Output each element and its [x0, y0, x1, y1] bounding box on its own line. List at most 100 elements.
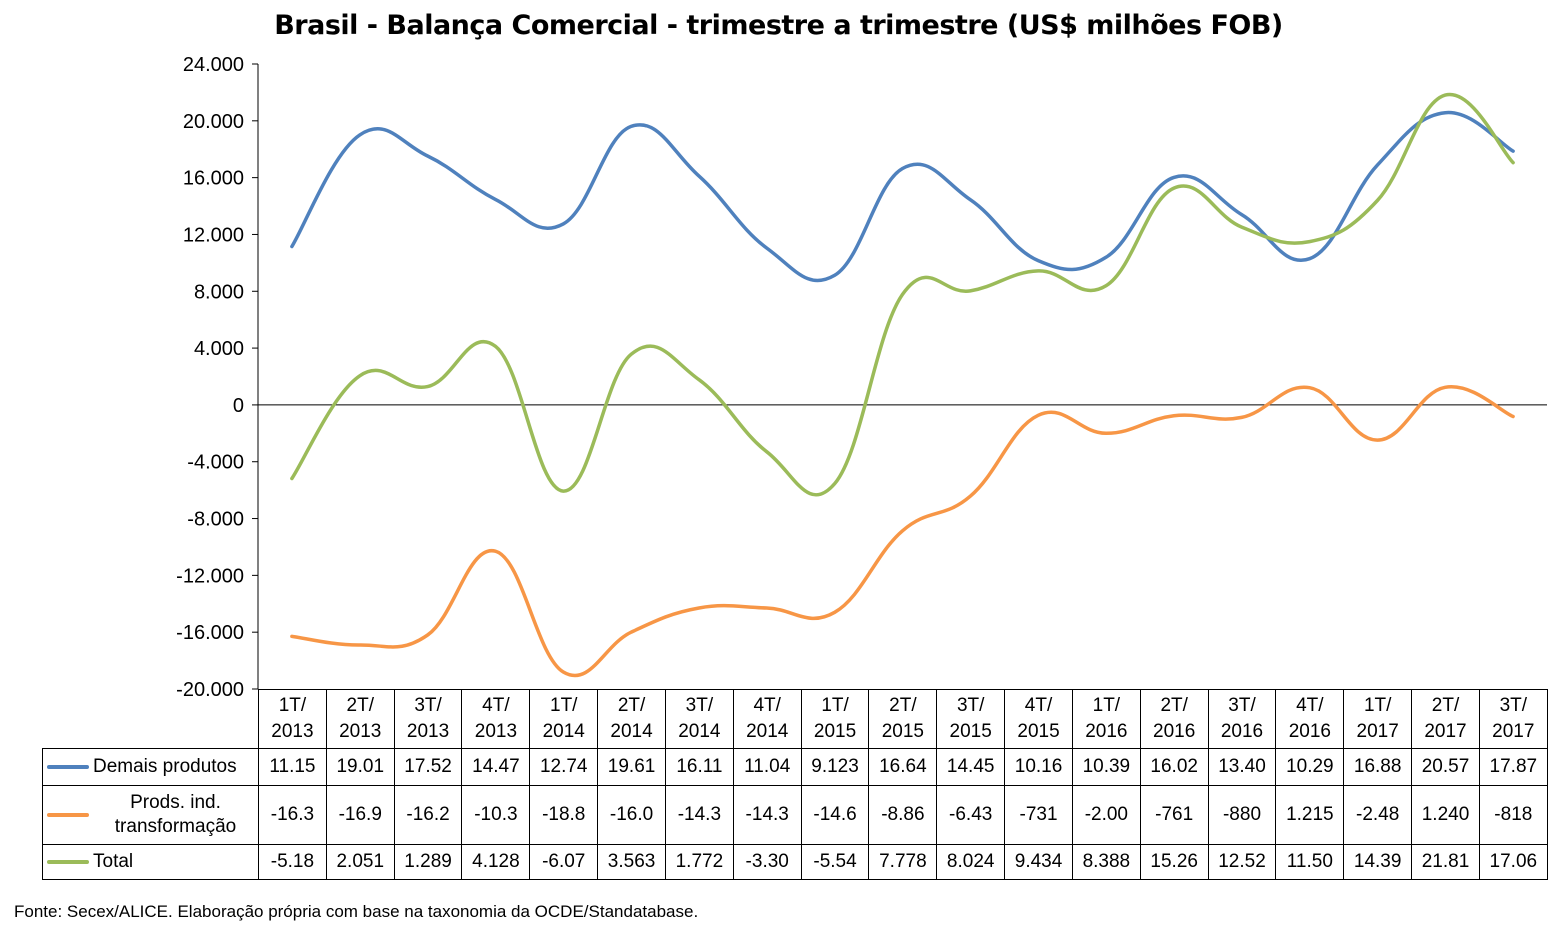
x-tick-label: 3T/2014 [664, 689, 734, 749]
y-tick-label: 0 [233, 395, 244, 417]
x-tick-year: 2013 [339, 721, 382, 742]
x-tick-year: 2013 [406, 721, 450, 742]
data-label-demais-produtos: 16.11 [664, 748, 734, 786]
data-label-prods-ind-transformacao: -14.3 [664, 785, 734, 845]
x-tick-label: 1T/2015 [800, 689, 870, 749]
y-tick-label: 24.000 [183, 54, 244, 76]
data-label-prods-ind-transformacao: -18.8 [529, 785, 599, 845]
data-label-total: 3.563 [597, 844, 666, 880]
x-tick-year: 2016 [1220, 721, 1264, 742]
x-tick-year: 2015 [949, 721, 992, 742]
data-label-total: 14.39 [1343, 844, 1413, 880]
y-tick-label: -4.000 [187, 452, 244, 474]
axis-layer: 24.000 20.000 16.000 12.000 8.000 4.000 0 -4.00… [176, 54, 1547, 701]
x-tick-label: 1T/2016 [1071, 689, 1141, 749]
x-tick-year: 2017 [1492, 721, 1535, 742]
data-label-total: 2.051 [325, 844, 395, 880]
x-tick-year: 2013 [271, 721, 314, 742]
legend-item-total: Total [42, 844, 259, 880]
data-label-total: 1.772 [664, 844, 734, 880]
x-tick-year: 2017 [1424, 721, 1467, 742]
x-tick-label: 2T/2017 [1411, 689, 1480, 749]
data-label-prods-ind-transformacao: -880 [1207, 785, 1277, 845]
x-tick-year: 2014 [678, 721, 721, 742]
data-label-demais-produtos: 10.29 [1275, 748, 1345, 786]
data-table: 1T/2013 2T/2013 3T/2013 4T/2013 1T/2014 2T/20… [42, 689, 1548, 880]
data-label-prods-ind-transformacao: -16.3 [258, 785, 327, 845]
data-label-total: 12.52 [1207, 844, 1277, 880]
table-corner-cell [42, 689, 259, 749]
x-tick-label: 1T/2013 [258, 689, 327, 749]
data-label-total: 17.06 [1478, 844, 1548, 880]
x-tick-year: 2014 [746, 721, 789, 742]
data-label-demais-produtos: 20.57 [1411, 748, 1480, 786]
data-label-prods-ind-transformacao: 1.240 [1411, 785, 1480, 845]
x-tick-year: 2015 [1017, 721, 1060, 742]
data-label-demais-produtos: 16.88 [1343, 748, 1413, 786]
legend-label-total: Total [93, 851, 134, 872]
x-tick-label: 2T/2016 [1139, 689, 1209, 749]
x-tick-year: 2017 [1356, 721, 1399, 742]
data-label-demais-produtos: 17.87 [1478, 748, 1548, 786]
y-tick-label: 20.000 [183, 111, 244, 133]
series-line-total [290, 92, 1515, 497]
x-tick-year: 2013 [474, 721, 518, 742]
table-row-demais-produtos: Demais produtos 11.15 19.01 17.52 14.47 12.7… [42, 748, 1548, 786]
series-line-prods-ind-transformacao [290, 385, 1515, 678]
x-tick-label: 4T/2016 [1275, 689, 1345, 749]
data-label-total: 4.128 [461, 844, 531, 880]
x-tick-quarter: 4T/ [753, 695, 781, 716]
data-label-demais-produtos: 12.74 [529, 748, 599, 786]
data-label-total: -5.54 [800, 844, 870, 880]
source-note: Fonte: Secex/ALICE. Elaboração própria c… [14, 902, 699, 921]
data-label-demais-produtos: 19.01 [325, 748, 395, 786]
data-label-total: 7.778 [868, 844, 938, 880]
x-tick-quarter: 1T/ [1363, 695, 1392, 716]
x-tick-quarter: 4T/ [1296, 695, 1324, 716]
data-label-prods-ind-transformacao: -16.9 [325, 785, 395, 845]
data-label-demais-produtos: 10.39 [1071, 748, 1141, 786]
data-label-prods-ind-transformacao: -16.0 [597, 785, 666, 845]
data-label-total: 8.024 [936, 844, 1006, 880]
data-label-prods-ind-transformacao: -2.00 [1071, 785, 1141, 845]
x-tick-label: 3T/2016 [1207, 689, 1277, 749]
x-tick-label: 3T/2017 [1478, 689, 1548, 749]
x-tick-year: 2015 [881, 721, 924, 742]
x-tick-quarter: 3T/ [685, 695, 714, 716]
x-tick-quarter: 3T/ [1228, 695, 1256, 716]
y-tick-label: 4.000 [194, 338, 244, 360]
x-tick-quarter: 3T/ [956, 695, 985, 716]
data-label-total: -3.30 [732, 844, 802, 880]
x-tick-quarter: 2T/ [1160, 695, 1188, 716]
data-label-demais-produtos: 19.61 [597, 748, 666, 786]
x-tick-year: 2016 [1288, 721, 1331, 742]
data-label-prods-ind-transformacao: -16.2 [393, 785, 463, 845]
y-tick-label: 8.000 [194, 281, 244, 303]
data-label-prods-ind-transformacao: -8.86 [868, 785, 938, 845]
data-label-total: 21.81 [1411, 844, 1480, 880]
data-label-prods-ind-transformacao: -10.3 [461, 785, 531, 845]
data-label-demais-produtos: 11.15 [258, 748, 327, 786]
series-layer [290, 92, 1515, 678]
x-tick-label: 3T/2015 [936, 689, 1006, 749]
x-tick-quarter: 2T/ [617, 695, 646, 716]
legend-item-prods-ind-transformacao: Prods. ind. transformação [42, 785, 259, 845]
data-label-total: 9.434 [1004, 844, 1073, 880]
x-tick-label: 2T/2015 [868, 689, 938, 749]
x-tick-label: 4T/2015 [1004, 689, 1073, 749]
data-label-demais-produtos: 9.123 [800, 748, 870, 786]
data-label-demais-produtos: 11.04 [732, 748, 802, 786]
data-label-demais-produtos: 16.64 [868, 748, 938, 786]
x-tick-quarter: 1T/ [278, 695, 307, 716]
x-tick-quarter: 3T/ [414, 695, 442, 716]
x-tick-year: 2016 [1153, 721, 1196, 742]
y-tick-label: 16.000 [183, 168, 244, 190]
x-tick-year: 2015 [813, 721, 857, 742]
data-label-total: -5.18 [258, 844, 327, 880]
x-tick-year: 2014 [542, 721, 585, 742]
legend-line-demais-produtos [47, 765, 89, 769]
data-label-prods-ind-transformacao: -14.6 [800, 785, 870, 845]
x-tick-year: 2014 [610, 721, 653, 742]
data-label-total: 1.289 [393, 844, 463, 880]
